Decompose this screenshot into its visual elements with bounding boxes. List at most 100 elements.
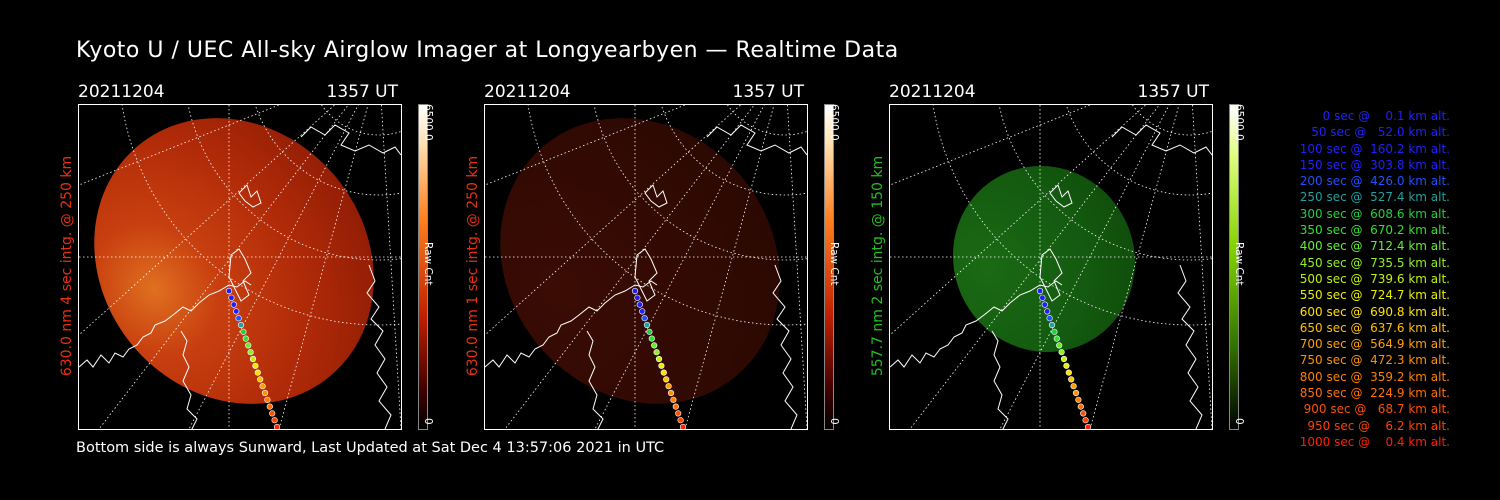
trajectory-marker (658, 362, 665, 369)
latitude-circle (121, 105, 401, 326)
coastline (991, 330, 1009, 429)
trajectory-marker (1068, 376, 1075, 383)
trajectory-marker (648, 335, 655, 342)
trajectory-marker (1082, 417, 1089, 424)
longitude-line (79, 105, 336, 336)
trajectory-marker (1077, 403, 1084, 410)
latitude-circle (321, 105, 401, 136)
longitude-line (1192, 105, 1212, 429)
trajectory-marker (1063, 362, 1070, 369)
airglow-panel-3: 20211204 1357 UT 557.7 nm 2 sec intg. @ … (870, 80, 1329, 440)
trajectory-marker (235, 315, 242, 322)
legend-entry: 350 sec @ 670.2 km alt. (1295, 223, 1450, 238)
wavelength-label-text: 630.0 nm 1 sec intg. @ 250 km (465, 155, 481, 377)
trajectory-marker (259, 383, 266, 390)
legend-entry: 300 sec @ 608.6 km alt. (1295, 206, 1450, 221)
trajectory-marker (242, 335, 249, 342)
wavelength-label-text: 557.7 nm 2 sec intg. @ 150 km (870, 155, 886, 377)
longitude-line (79, 105, 281, 186)
trajectory-marker (1075, 396, 1082, 403)
legend-entry: 400 sec @ 712.4 km alt. (1295, 239, 1450, 254)
legend-entry: 850 sec @ 224.9 km alt. (1295, 386, 1450, 401)
legend-entry: 50 sec @ 52.0 km alt. (1303, 125, 1450, 140)
longitude-line (485, 105, 742, 336)
airglow-panel-1: 20211204 1357 UT 630.0 nm 4 sec intg. @ … (59, 80, 518, 440)
trajectory-marker (264, 396, 271, 403)
legend-entry: 700 sec @ 564.9 km alt. (1295, 337, 1450, 352)
trajectory-marker (225, 287, 233, 295)
colorbar (824, 104, 834, 430)
airglow-image-area (952, 165, 1136, 353)
trajectory-marker (252, 362, 259, 369)
colorbar (1229, 104, 1239, 430)
longitude-line (999, 105, 1170, 429)
coastline (706, 124, 807, 156)
allsky-image (889, 104, 1213, 430)
trajectory-marker (643, 321, 651, 329)
panel-time: 1357 UT (326, 82, 399, 102)
wavelength-label: 557.7 nm 2 sec intg. @ 150 km (868, 104, 888, 428)
panel-date: 20211204 (889, 82, 976, 102)
trajectory-marker (228, 294, 235, 301)
colorbar-unit-label: Raw Cnt (422, 242, 434, 286)
wavelength-label-text: 630.0 nm 4 sec intg. @ 250 km (59, 155, 75, 377)
trajectory-marker (261, 389, 269, 397)
airglow-panel-2: 20211204 1357 UT 630.0 nm 1 sec intg. @ … (465, 80, 924, 440)
airglow-image-area (500, 118, 780, 404)
trajectory-marker (254, 369, 261, 376)
trajectory-marker (1053, 335, 1060, 342)
trajectory-marker (1065, 369, 1072, 376)
legend-entry: 900 sec @ 68.7 km alt. (1299, 402, 1450, 417)
colorbar-min-label: 0 (828, 418, 840, 425)
trajectory-marker (247, 349, 254, 356)
longitude-line (594, 105, 765, 429)
trajectory-marker (1072, 389, 1080, 397)
legend-entry: 0 sec @ 0.1 km alt. (1311, 109, 1450, 123)
latitude-circle (932, 105, 1212, 326)
trajectory-marker (641, 315, 648, 322)
trajectory-marker (631, 287, 639, 295)
trajectory-marker (233, 308, 240, 315)
colorbar-min-label: 0 (422, 418, 434, 425)
longitude-line (98, 105, 349, 429)
trajectory-marker (1036, 287, 1044, 295)
trajectory-marker (636, 301, 643, 308)
legend-entry: 600 sec @ 690.8 km alt. (1295, 304, 1450, 319)
trajectory-marker (679, 423, 687, 429)
airglow-image-area (94, 118, 374, 404)
trajectory-marker (660, 369, 667, 376)
trajectory-marker (665, 383, 672, 390)
latitude-circle (660, 105, 807, 196)
longitude-line (890, 105, 1092, 186)
page-title: Kyoto U / UEC All-sky Airglow Imager at … (76, 38, 899, 63)
longitude-line (278, 105, 369, 429)
longitude-line (381, 105, 401, 429)
trajectory-marker (1058, 349, 1065, 356)
legend-entry: 450 sec @ 735.5 km alt. (1295, 255, 1450, 270)
colorbar-max-label: 6500.0 (828, 104, 840, 141)
longitude-line (787, 105, 807, 429)
allsky-image (78, 104, 402, 430)
coastline (180, 330, 198, 429)
trajectory-marker (269, 410, 276, 417)
trajectory-marker (1044, 308, 1051, 315)
trajectory-marker (1084, 423, 1092, 429)
trajectory-marker (245, 342, 252, 349)
panel-time: 1357 UT (732, 82, 805, 102)
latitude-circle (727, 105, 807, 136)
latitude-circle (1065, 105, 1212, 196)
coastline (634, 184, 668, 302)
wavelength-label: 630.0 nm 1 sec intg. @ 250 km (463, 104, 483, 428)
trajectory-marker (670, 396, 677, 403)
panel-date: 20211204 (78, 82, 165, 102)
trajectory-marker (634, 294, 641, 301)
trajectory-marker (667, 389, 675, 397)
coastline (890, 280, 1063, 368)
legend-entry: 950 sec @ 6.2 km alt. (1303, 418, 1450, 433)
coastline (1111, 124, 1212, 156)
longitude-line (188, 105, 359, 429)
legend-entry: 750 sec @ 472.3 km alt. (1295, 353, 1450, 368)
colorbar-max-label: 6500.0 (422, 104, 434, 141)
trajectory-marker (1070, 383, 1077, 390)
legend-entry: 250 sec @ 527.4 km alt. (1295, 190, 1450, 205)
